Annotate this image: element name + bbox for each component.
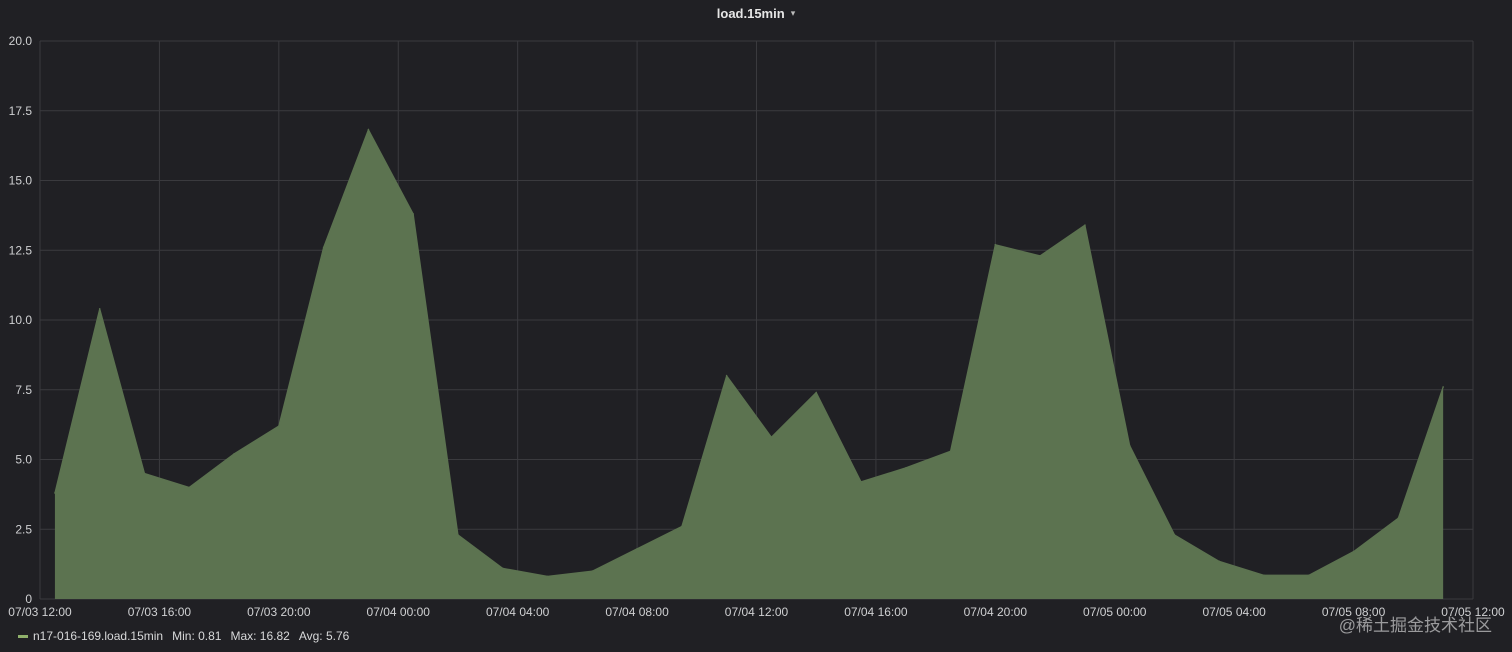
y-tick-label: 0 bbox=[25, 592, 32, 606]
data-point bbox=[904, 467, 907, 469]
x-tick-label: 07/03 16:00 bbox=[128, 605, 192, 619]
y-tick-label: 5.0 bbox=[15, 453, 32, 467]
watermark: @稀土掘金技术社区 bbox=[1338, 616, 1492, 635]
x-tick-label: 07/03 20:00 bbox=[247, 605, 311, 619]
legend-max: Max: 16.82 bbox=[230, 629, 290, 643]
data-point bbox=[1352, 550, 1355, 553]
data-point bbox=[815, 391, 818, 394]
data-point bbox=[725, 375, 728, 377]
y-tick-label: 10.0 bbox=[9, 313, 33, 327]
data-point bbox=[1039, 255, 1041, 257]
data-point bbox=[949, 450, 952, 452]
y-tick-label: 7.5 bbox=[15, 383, 32, 397]
data-point bbox=[54, 492, 56, 494]
series-line bbox=[54, 128, 1444, 578]
legend-avg: Avg: 5.76 bbox=[298, 629, 350, 643]
x-tick-label: 07/03 12:00 bbox=[8, 605, 72, 619]
legend-swatch bbox=[18, 634, 28, 638]
y-tick-label: 15.0 bbox=[9, 174, 33, 188]
panel-title[interactable]: load.15min ▾ bbox=[0, 0, 1512, 26]
data-point bbox=[1218, 560, 1221, 563]
data-point bbox=[994, 243, 997, 246]
data-point bbox=[1308, 574, 1310, 577]
x-tick-label: 07/04 20:00 bbox=[964, 605, 1028, 619]
data-point bbox=[591, 570, 594, 572]
y-tick-label: 17.5 bbox=[9, 104, 33, 118]
data-point bbox=[322, 246, 325, 249]
data-point bbox=[457, 534, 459, 536]
x-tick-label: 07/05 12:00 bbox=[1441, 605, 1505, 619]
data-point bbox=[412, 213, 414, 215]
data-point bbox=[681, 525, 683, 528]
legend-series-name[interactable]: n17-016-169.load.15min bbox=[33, 629, 164, 643]
data-point bbox=[1442, 386, 1444, 388]
x-tick-label: 07/05 00:00 bbox=[1083, 605, 1147, 619]
x-tick-label: 07/04 08:00 bbox=[605, 605, 669, 619]
data-point bbox=[501, 567, 504, 570]
data-point bbox=[1397, 517, 1400, 519]
data-point bbox=[367, 128, 370, 131]
data-point bbox=[98, 308, 101, 310]
data-point bbox=[233, 453, 235, 455]
x-tick-label: 07/05 08:00 bbox=[1322, 605, 1386, 619]
x-tick-label: 07/04 04:00 bbox=[486, 605, 550, 619]
data-point bbox=[1263, 574, 1265, 577]
data-point bbox=[1173, 534, 1176, 536]
x-tick-label: 07/04 12:00 bbox=[725, 605, 789, 619]
legend-min: Min: 0.81 bbox=[172, 629, 222, 643]
data-point bbox=[188, 486, 191, 489]
y-tick-label: 2.5 bbox=[15, 522, 32, 536]
area-fill bbox=[54, 129, 1444, 600]
data-point bbox=[1084, 224, 1086, 226]
x-tick-label: 07/04 00:00 bbox=[367, 605, 431, 619]
data-point bbox=[770, 436, 773, 438]
data-point bbox=[546, 575, 549, 578]
chevron-down-icon[interactable]: ▾ bbox=[790, 7, 796, 18]
data-point bbox=[143, 472, 146, 475]
data-point bbox=[1128, 444, 1131, 447]
x-tick-label: 07/04 16:00 bbox=[844, 605, 908, 619]
legend[interactable]: n17-016-169.load.15min Min: 0.81 Max: 16… bbox=[18, 627, 349, 645]
data-point bbox=[636, 547, 638, 550]
panel-title-text: load.15min bbox=[716, 5, 785, 21]
x-tick-label: 07/05 04:00 bbox=[1202, 605, 1266, 619]
data-point bbox=[860, 481, 862, 483]
y-tick-label: 12.5 bbox=[9, 243, 33, 257]
y-tick-label: 20.0 bbox=[9, 34, 33, 48]
data-point bbox=[278, 425, 280, 427]
